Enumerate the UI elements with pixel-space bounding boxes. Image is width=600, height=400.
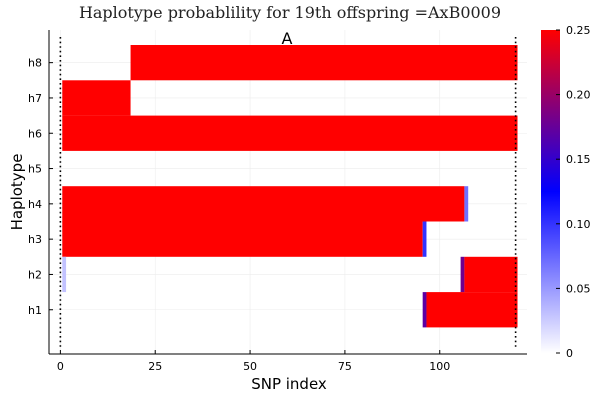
colorbar-tick-label: 0.10: [566, 218, 591, 231]
colorbar-tick-label: 0.25: [566, 24, 591, 37]
y-tick-label-h8: h8: [28, 57, 42, 70]
y-tick-label-h5: h5: [28, 163, 42, 176]
heatmap-cell-h7: [62, 80, 131, 116]
heatmap-cell-h1: [422, 292, 427, 328]
colorbar-tick-label: 0: [566, 347, 573, 360]
heatmap-cell-h4: [62, 186, 465, 222]
chart-title: Haplotype probablility for 19th offsprin…: [79, 3, 501, 22]
y-axis-label: Haplotype: [8, 154, 26, 231]
x-tick-label: 25: [148, 360, 162, 373]
colorbar-tick-label: 0.20: [566, 89, 591, 102]
colorbar: 0 0.05 0.10 0.15 0.20 0.25: [541, 24, 591, 360]
y-tick-label-h3: h3: [28, 233, 42, 246]
heatmap-cell-h4: [464, 186, 469, 222]
y-tick-label-h7: h7: [28, 92, 42, 105]
heatmap-cell-h6: [62, 115, 518, 151]
heatmap-cell-h2: [460, 256, 465, 293]
y-tick-label-h6: h6: [28, 127, 42, 140]
x-axis-label: SNP index: [251, 375, 327, 393]
plot-area: 0 25 50 75 100 h1 h2 h3 h4 h5 h6 h7 h8: [28, 30, 527, 373]
x-tick-label: 100: [429, 360, 450, 373]
y-tick-label-h4: h4: [28, 198, 42, 211]
x-tick-label: 50: [243, 360, 257, 373]
colorbar-tick-label: 0.15: [566, 153, 591, 166]
y-tick-label-h1: h1: [28, 304, 42, 317]
heatmap-cell-h3: [62, 221, 423, 257]
heatmap-cell-h1: [426, 292, 518, 328]
colorbar-tick-label: 0.05: [566, 282, 591, 295]
heatmap-cell-h8: [130, 45, 518, 81]
heatmap-cell-h3: [422, 221, 427, 257]
plot-annotation: A: [282, 29, 293, 48]
heatmap-cell-h2: [464, 256, 518, 293]
heatmap-cell-h2: [62, 256, 67, 293]
colorbar-gradient: [541, 30, 560, 353]
y-tick-label-h2: h2: [28, 268, 42, 281]
x-tick-label: 75: [338, 360, 352, 373]
x-tick-label: 0: [57, 360, 64, 373]
